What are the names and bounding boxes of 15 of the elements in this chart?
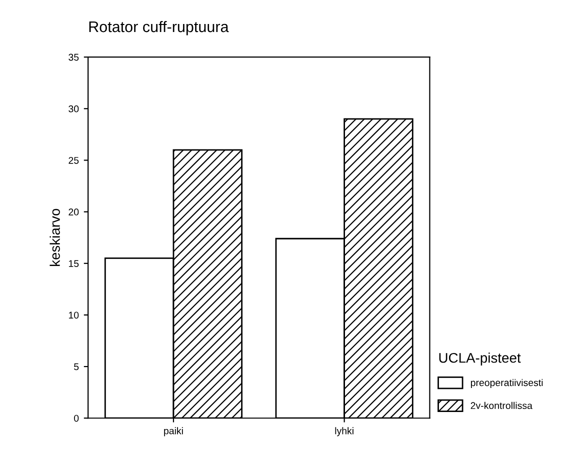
y-axis-title: keskiarvo	[50, 208, 60, 266]
y-tick-label: 10	[68, 312, 79, 319]
y-tick-label: 5	[74, 363, 79, 370]
legend-label: 2v-kontrollissa	[470, 402, 532, 410]
x-tick-label: lyhki	[335, 427, 354, 436]
y-tick-label: 25	[68, 156, 79, 164]
y-tick-label: 20	[68, 208, 79, 216]
y-tick-label: 30	[68, 105, 79, 112]
x-tick-label: paiki	[164, 427, 183, 436]
legend-title: UCLA-pisteet	[439, 352, 521, 366]
legend-label: preoperatiivisesti	[470, 378, 543, 388]
y-tick-label: 15	[68, 260, 79, 268]
y-tick-label: 35	[68, 54, 79, 61]
chart-title: Rotator cuff-ruptuura	[89, 20, 229, 36]
y-tick-label: 0	[74, 414, 79, 422]
